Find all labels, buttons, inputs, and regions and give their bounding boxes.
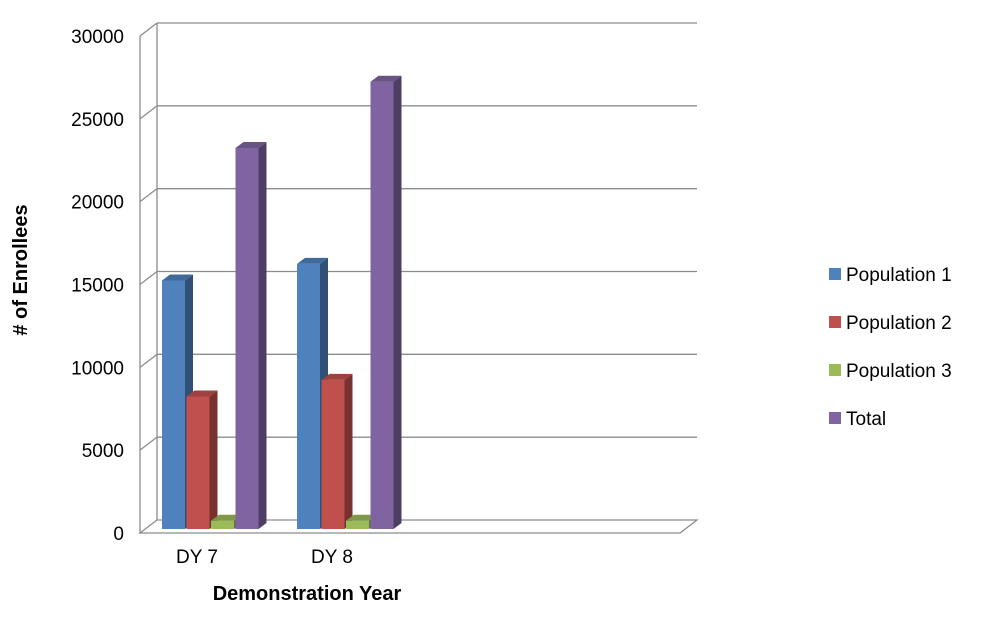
legend-label: Population 1 bbox=[846, 265, 952, 286]
floor bbox=[138, 519, 699, 534]
bar bbox=[162, 280, 185, 529]
gridlines bbox=[139, 22, 697, 451]
legend-swatch bbox=[829, 268, 841, 280]
bar bbox=[235, 147, 259, 529]
bar bbox=[211, 520, 234, 529]
y-axis-ticks: 0 5000 10000 15000 20000 25000 30000 bbox=[71, 27, 124, 545]
bar-side bbox=[344, 373, 353, 529]
y-tick-label: 10000 bbox=[71, 358, 124, 379]
legend-label: Population 3 bbox=[846, 361, 952, 382]
bar bbox=[297, 263, 320, 529]
bar bbox=[346, 520, 369, 529]
x-tick-label: DY 7 bbox=[176, 547, 218, 568]
y-tick-label: 15000 bbox=[71, 276, 124, 297]
legend-swatch bbox=[829, 364, 841, 376]
x-tick-label: DY 8 bbox=[311, 547, 353, 568]
bar-top bbox=[235, 141, 267, 148]
bar-top bbox=[186, 390, 218, 397]
gridline-side bbox=[139, 22, 158, 37]
y-tick-label: 0 bbox=[113, 524, 124, 545]
gridline-side bbox=[139, 270, 158, 286]
y-tick-label: 20000 bbox=[71, 193, 124, 214]
bar-top bbox=[297, 257, 328, 264]
bar-side bbox=[209, 390, 218, 529]
bar-top bbox=[321, 373, 353, 380]
x-axis-ticks: DY 7 DY 8 bbox=[176, 547, 353, 568]
bar-side bbox=[258, 141, 267, 529]
gridline-side bbox=[139, 436, 158, 451]
bar-top bbox=[370, 75, 402, 82]
bars bbox=[162, 75, 402, 529]
bar-top bbox=[211, 514, 242, 521]
bar bbox=[186, 396, 210, 529]
gridline-side bbox=[139, 353, 158, 368]
legend-swatch bbox=[829, 412, 841, 424]
x-axis-title: Demonstration Year bbox=[213, 583, 402, 605]
legend-label: Population 2 bbox=[846, 313, 952, 334]
chart-walls bbox=[138, 23, 699, 534]
legend-swatch bbox=[829, 316, 841, 328]
y-tick-label: 5000 bbox=[82, 441, 124, 462]
gridline-side bbox=[139, 105, 158, 120]
bar-top bbox=[346, 514, 377, 521]
y-tick-label: 25000 bbox=[71, 110, 124, 131]
bar-side bbox=[393, 75, 402, 529]
bar bbox=[370, 81, 394, 529]
legend: Population 1 Population 2 Population 3 Tota… bbox=[829, 265, 952, 430]
bar-top bbox=[162, 274, 193, 281]
legend-label: Total bbox=[846, 409, 886, 430]
y-axis-title: # of Enrollees bbox=[10, 204, 32, 335]
y-tick-label: 30000 bbox=[71, 27, 124, 48]
gridline-side bbox=[139, 188, 158, 203]
bar bbox=[321, 379, 345, 529]
